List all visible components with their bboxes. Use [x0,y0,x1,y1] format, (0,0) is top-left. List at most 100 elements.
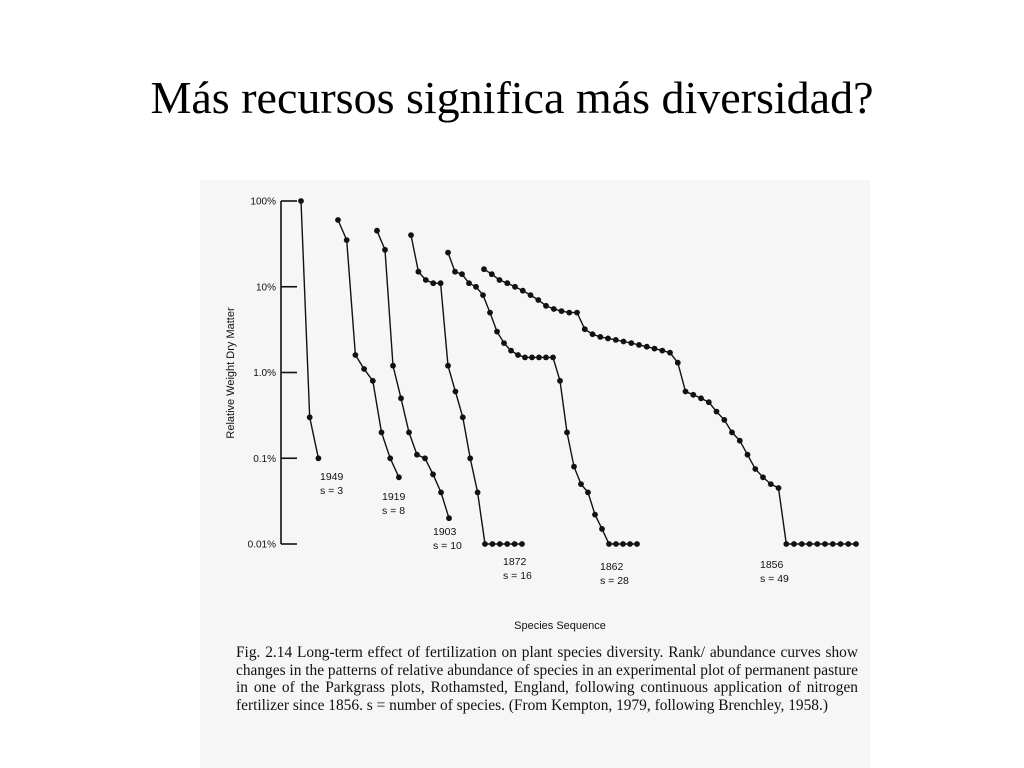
data-point [791,541,797,547]
data-point [481,266,487,273]
data-point [550,306,557,312]
data-point [406,429,412,436]
data-point [496,277,503,283]
data-point [829,541,836,547]
data-point [585,489,591,496]
data-point [382,246,388,253]
data-point [452,268,458,275]
series-line [376,230,450,519]
data-point [783,541,790,547]
data-point [352,352,359,358]
data-point [501,340,507,346]
data-point [564,429,570,436]
series-species-label: s = 28 [600,575,629,587]
data-point [527,292,534,298]
series-line [483,268,856,545]
data-point [482,541,488,547]
data-point [853,541,859,547]
data-point [845,541,852,547]
data-point [543,302,549,309]
data-point [574,309,580,316]
data-point [519,287,526,294]
data-point [597,334,604,340]
data-point [721,417,728,423]
slide-title: Más recursos significa más diversidad? [150,72,874,123]
y-axis: 100% 10% 1.0% 0.1% 0.01% [248,197,297,551]
data-point [627,541,633,547]
data-point [422,277,429,283]
series-year-label: 1949 [320,471,344,483]
data-point [398,395,404,402]
data-point [581,326,588,333]
data-point [806,541,813,547]
data-point [306,414,313,421]
series-year-label: 1856 [760,559,784,571]
data-point [437,280,444,287]
data-point [315,455,322,462]
data-point [414,451,420,458]
data-point [571,463,577,470]
data-point [515,352,521,358]
series-year-label: 1872 [503,556,527,568]
data-point [651,345,658,352]
y-tick-label: 0.1% [253,454,276,465]
series-species-label: s = 3 [320,485,343,497]
x-axis-title: Species Sequence [514,620,606,632]
data-point [508,347,514,354]
data-point [396,474,402,481]
data-point [298,198,304,204]
data-point [620,338,627,345]
figure-caption: Fig. 2.14 Long-term effect of fertilizat… [236,644,858,714]
data-point [466,280,472,287]
data-point [489,541,496,547]
series-species-label: s = 49 [760,573,789,585]
y-tick-label: 10% [256,282,276,293]
data-point [605,335,611,342]
series-year-label: 1919 [382,491,406,503]
series-1862: 1862 s = 28 [445,249,640,587]
y-tick-label: 0.01% [248,540,276,551]
series-year-label: 1903 [433,526,457,538]
data-point [408,232,414,238]
data-point [467,455,474,462]
data-point [659,347,666,354]
series-1919: 1919 s = 8 [335,217,406,517]
data-point [459,414,466,421]
series-line [337,219,400,478]
data-point [814,541,821,547]
data-point [415,268,422,275]
data-point [775,485,782,491]
series-species-label: s = 8 [382,505,405,517]
data-point [589,331,596,338]
data-point [343,237,350,243]
data-point [504,541,511,547]
data-point [713,408,720,415]
data-point [473,283,479,290]
data-point [592,511,598,518]
data-point [529,354,535,361]
data-point [558,308,565,314]
series-1949: 1949 s = 3 [298,198,344,497]
data-point [705,399,712,406]
data-point [566,309,573,316]
data-point [612,337,619,343]
data-point [445,249,451,256]
data-point [760,474,766,481]
data-point [599,526,605,532]
data-point [536,354,542,361]
data-point [557,377,563,384]
data-point [390,362,396,369]
data-point [767,481,774,487]
series-1903: 1903 s = 10 [374,227,462,552]
data-point [636,342,642,348]
data-point [387,455,394,462]
data-point [512,283,518,290]
data-point [736,437,743,444]
data-point [682,388,689,395]
data-point [369,377,376,384]
data-point [620,541,626,547]
series-1856: 1856 s = 49 [481,266,859,585]
data-point [378,429,385,436]
data-point [430,280,437,287]
data-point [474,489,481,496]
